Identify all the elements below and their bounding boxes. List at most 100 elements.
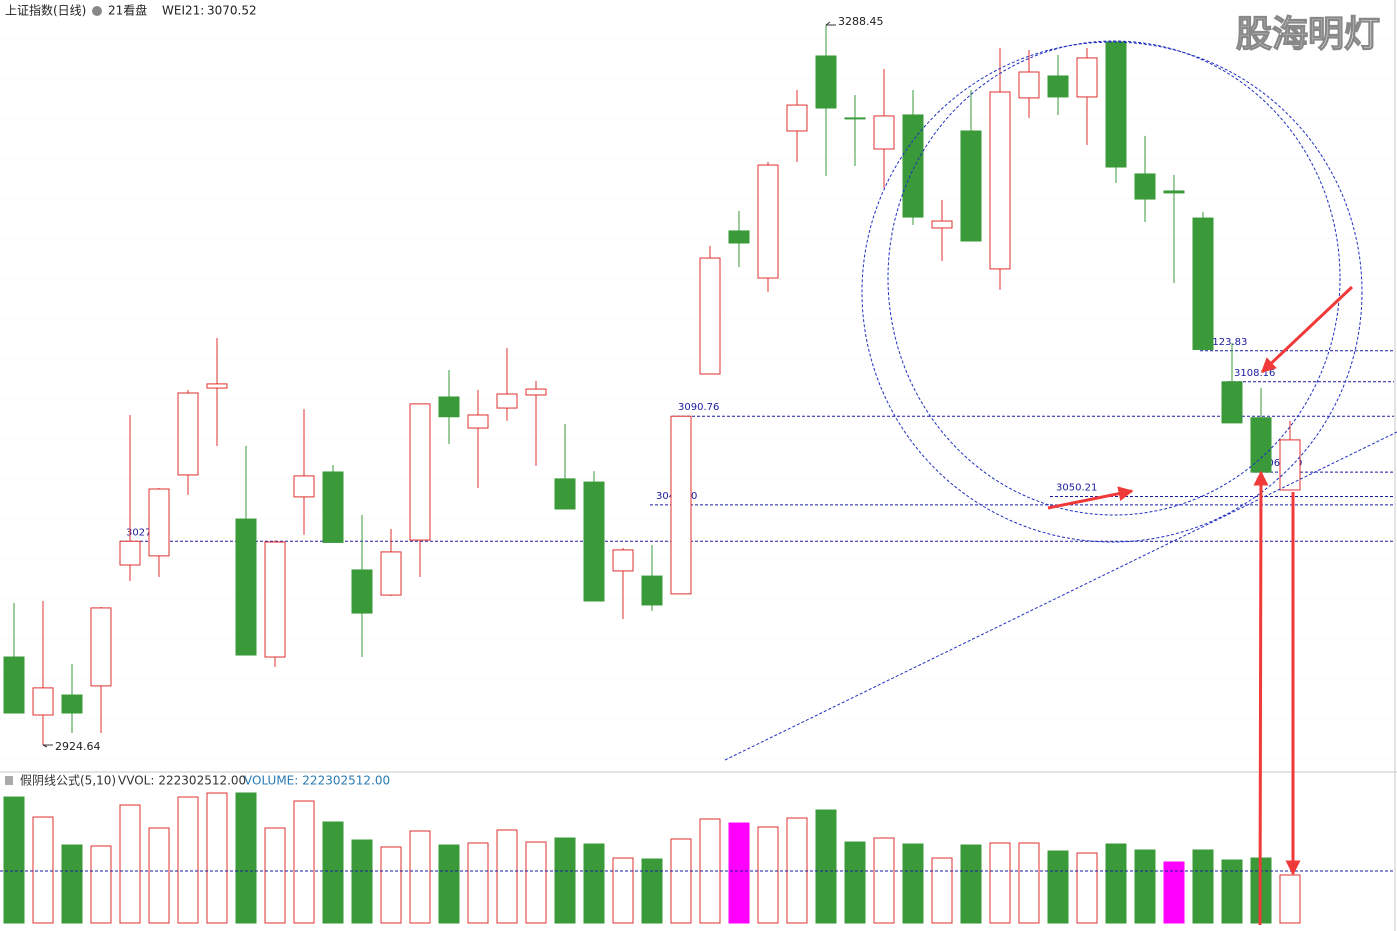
volume-bar	[32, 816, 54, 924]
volume-bar	[1018, 842, 1040, 924]
arrow	[1253, 470, 1269, 926]
title: 上证指数(日线)	[5, 3, 86, 18]
volume-bar	[206, 792, 228, 924]
volume-bar	[554, 837, 576, 924]
candle-body	[989, 91, 1011, 270]
volume-bar	[815, 809, 837, 924]
volume-bar	[380, 846, 402, 924]
volume-bar	[1076, 852, 1098, 924]
volume-bar	[90, 845, 112, 924]
candle-body	[1047, 75, 1069, 98]
level-label: 3108.16	[1234, 368, 1275, 379]
candle-body	[293, 475, 315, 498]
volume-bar	[612, 857, 634, 924]
candle-body	[1279, 439, 1301, 491]
volume-bar	[931, 857, 953, 924]
candle-body	[1221, 381, 1243, 424]
volume-bar	[525, 841, 547, 924]
candle-body	[380, 551, 402, 596]
candle-body	[960, 130, 982, 242]
candle-body	[32, 687, 54, 716]
candle-body	[496, 393, 518, 409]
volume-bar	[873, 837, 895, 924]
volume-bar	[1192, 849, 1214, 924]
drawings	[724, 40, 1397, 761]
extreme-label: 2924.64	[55, 740, 101, 753]
marks: 3027.583090.763046.003050.213123.833108.…	[0, 15, 1394, 924]
candle-body	[1192, 217, 1214, 350]
candle-body	[351, 569, 373, 614]
arrow	[1047, 486, 1134, 510]
candle-body	[467, 414, 489, 429]
arrow	[1260, 285, 1354, 374]
subtitle: 21看盘	[108, 3, 147, 18]
volume-bar	[148, 827, 170, 924]
candle-body	[612, 549, 634, 572]
candle-body	[1134, 173, 1156, 200]
candle-body	[873, 115, 895, 150]
volume-bar	[293, 800, 315, 924]
volume-bar	[322, 821, 344, 924]
volume-bar	[235, 792, 257, 924]
candle-body	[786, 104, 808, 132]
indicator-value: 3070.52	[207, 4, 257, 18]
background-grid	[0, 20, 1394, 770]
level-label: 3027.58	[126, 527, 167, 538]
volume-bar	[1047, 850, 1069, 924]
volume-bar	[177, 796, 199, 924]
volume-bar	[3, 796, 25, 924]
candle-body	[235, 518, 257, 656]
candle-body	[264, 541, 286, 658]
candle-body	[119, 540, 141, 566]
arrows	[1047, 285, 1354, 926]
volume-bar	[1105, 843, 1127, 924]
volume-bar	[409, 830, 431, 924]
candle-body	[90, 607, 112, 687]
icon	[5, 776, 13, 785]
volume-bar	[728, 822, 750, 924]
watermark: 股海明灯	[1236, 14, 1380, 55]
volume-bar	[757, 826, 779, 924]
candle-body	[1163, 190, 1185, 194]
volume-bar	[1221, 859, 1243, 924]
candle-body	[61, 694, 83, 714]
level-label: 3123.83	[1206, 337, 1247, 348]
volume-bar	[351, 839, 373, 924]
candle-body	[641, 575, 663, 606]
circle-drawing	[887, 40, 1341, 516]
extreme-pointer	[825, 21, 836, 26]
volume-bar	[438, 844, 460, 924]
candle-body	[1018, 71, 1040, 99]
extreme-pointer	[42, 744, 53, 748]
candle-body	[438, 396, 460, 418]
candle-body	[583, 481, 605, 602]
candle-body	[728, 230, 750, 244]
candle-body	[844, 117, 866, 120]
volume-bar	[583, 843, 605, 924]
volume-title: 假阴线公式(5,10)	[20, 774, 116, 788]
volume-bar	[1163, 861, 1185, 924]
candle-body	[177, 392, 199, 476]
candle-body	[409, 403, 431, 541]
candle-body	[525, 388, 547, 396]
indicator-name: VOLUME:	[244, 774, 298, 788]
candle-body	[815, 55, 837, 109]
volume-bar	[670, 838, 692, 924]
volume-bar	[1134, 849, 1156, 924]
candle-body	[670, 415, 692, 595]
volume-bar	[119, 804, 141, 924]
volume-bar	[467, 842, 489, 924]
candle-body	[322, 471, 344, 543]
candle-body	[148, 488, 170, 557]
volume-bar	[960, 844, 982, 924]
volume-bar	[264, 827, 286, 924]
circle-drawing	[861, 41, 1363, 543]
level-label: 3090.76	[678, 402, 719, 413]
volume-bar	[1279, 874, 1301, 924]
volume-bar	[989, 842, 1011, 924]
candle-body	[554, 478, 576, 510]
icon	[92, 6, 102, 16]
volume-bar	[844, 841, 866, 924]
volume-bar	[786, 817, 808, 924]
